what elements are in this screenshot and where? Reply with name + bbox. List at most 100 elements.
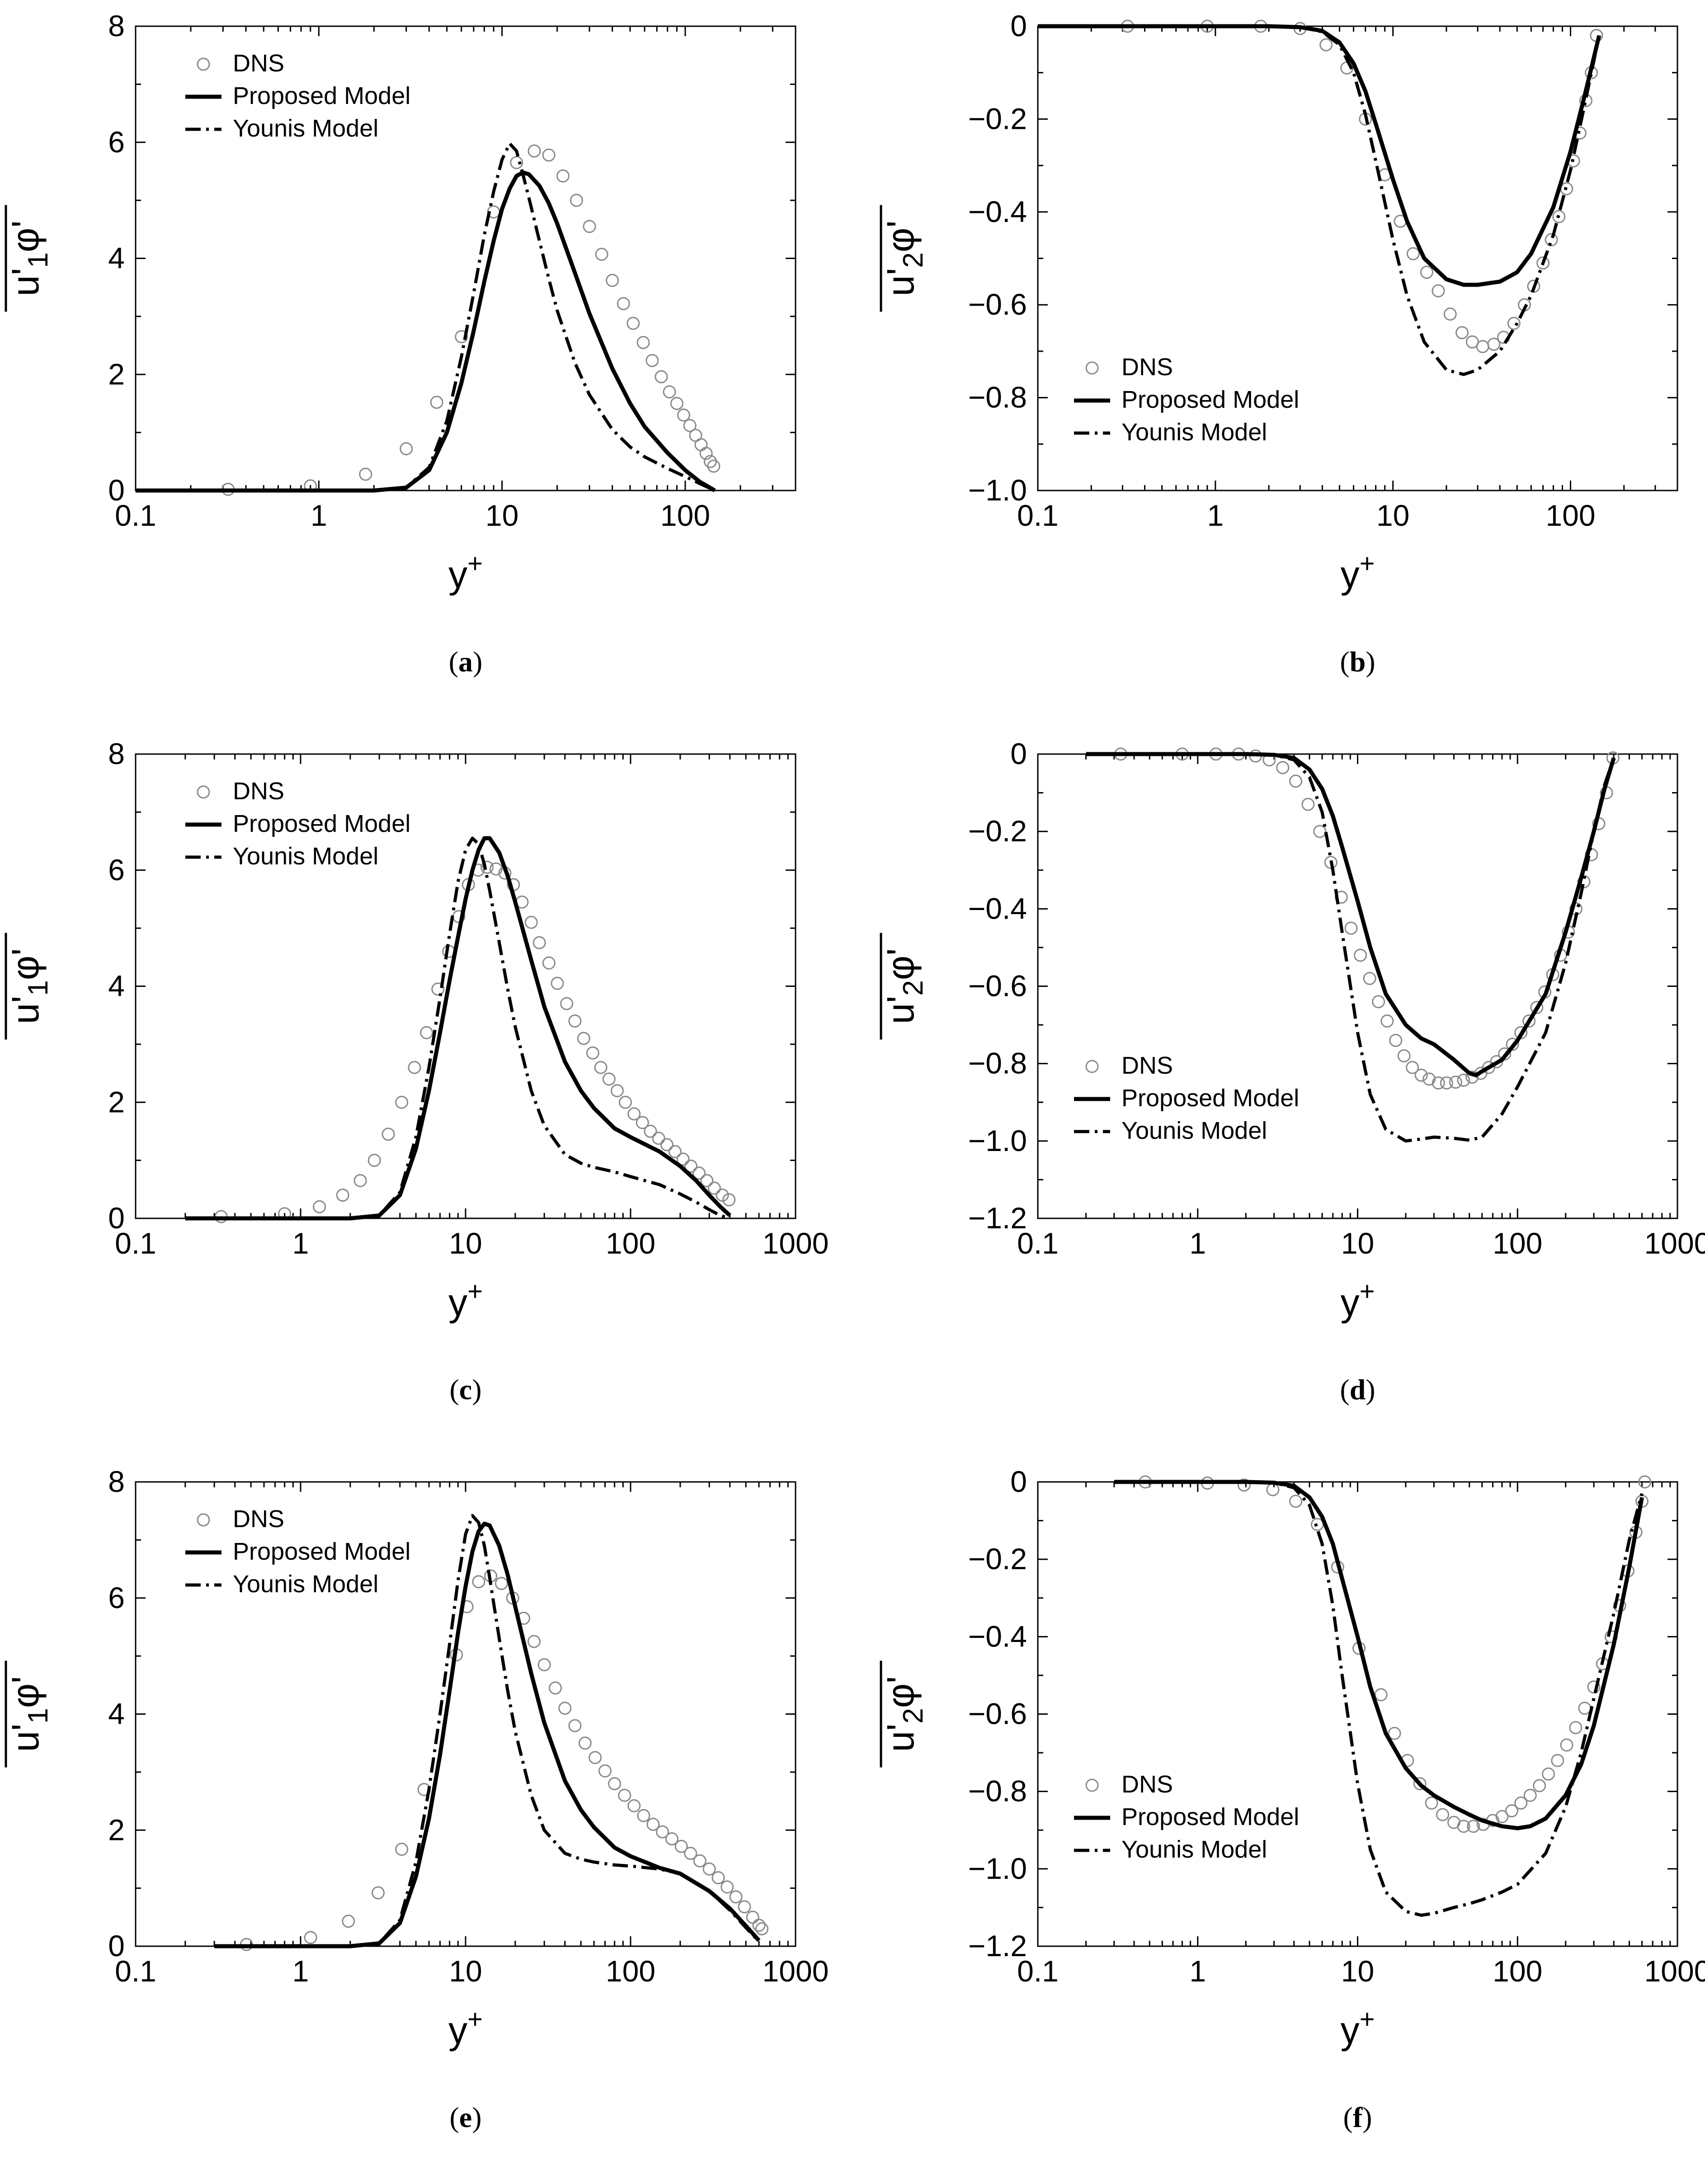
dns-point-e: [755, 1922, 768, 1935]
dns-point-e: [527, 1635, 541, 1648]
dns-point-f: [1436, 1808, 1450, 1821]
dns-point-e: [721, 1880, 734, 1894]
dns-point-f: [1467, 1820, 1480, 1833]
caption-letter-a: a: [458, 646, 473, 678]
y-tick-label-f: −0.6: [968, 1697, 1027, 1731]
y-tick-label-f: 0: [1010, 1465, 1027, 1498]
y-label-phi-e: φ': [4, 1676, 47, 1708]
y-tick-label-d: 0: [1010, 737, 1027, 770]
caption-close-c: ): [472, 1373, 481, 1406]
y-tick-label-e: 6: [108, 1581, 125, 1614]
dns-point-a: [663, 385, 676, 399]
y-tick-label-d: −0.4: [968, 892, 1027, 925]
dns-point-a: [430, 396, 443, 409]
dns-point-f: [1638, 1475, 1652, 1489]
dns-point-a: [677, 408, 690, 422]
chart-panel-f: 0.1 1 10 100 1000 0 −0.2 −0.4 −0.6 −0.8 −1.0 −1.2 y+…: [852, 1456, 1705, 2184]
y-label-phi-a: φ': [4, 221, 47, 253]
dns-point-a: [570, 193, 583, 207]
x-tick-label-b: 1: [1207, 499, 1224, 532]
y-label-sub-b: 2: [898, 252, 929, 268]
legend-proposed-label-e: Proposed Model: [233, 1538, 410, 1565]
dns-point-d: [1289, 774, 1303, 788]
dns-point-e: [608, 1777, 622, 1791]
x-axis-label-sup-c: +: [467, 1277, 483, 1306]
y-tick-label-b: −0.2: [968, 102, 1027, 135]
dns-point-d: [1440, 1076, 1453, 1090]
dns-point-e: [646, 1817, 660, 1831]
y-tick-label-e: 0: [108, 1929, 125, 1962]
panel-caption-d: (d): [1340, 1373, 1375, 1406]
dns-point-c: [668, 1145, 682, 1158]
y-label-u-a: u': [4, 268, 47, 297]
x-tick-label-f: 1: [1189, 1954, 1206, 1988]
dns-point-a: [683, 419, 697, 432]
caption-open-f: (: [1343, 2101, 1353, 2133]
dns-point-f: [1578, 1702, 1592, 1715]
y-tick-label-f: −1.0: [968, 1852, 1027, 1885]
dns-point-e: [684, 1847, 697, 1860]
y-tick-label-f: −1.2: [968, 1929, 1027, 1962]
legend-dns-marker-f: [1085, 1778, 1099, 1792]
dns-point-c: [660, 1138, 674, 1151]
dns-point-a: [528, 144, 541, 158]
dns-point-c: [408, 1061, 421, 1074]
dns-point-c: [568, 1014, 582, 1028]
y-tick-label-a: 8: [108, 9, 125, 42]
dns-point-a: [595, 248, 608, 261]
dns-point-a: [556, 169, 570, 183]
panel-caption-e: (e): [449, 2101, 481, 2133]
x-tick-label-e: 1: [292, 1954, 309, 1988]
x-tick-label-c: 1: [292, 1226, 309, 1260]
caption-open-e: (: [449, 2101, 459, 2133]
y-tick-label-d: −0.6: [968, 969, 1027, 1003]
legend-proposed-label-c: Proposed Model: [233, 810, 410, 837]
chart-f-svg: 0.1 1 10 100 1000 0 −0.2 −0.4 −0.6 −0.8 −1.0 −1.2 y+…: [879, 1465, 1705, 2133]
legend-younis-label-f: Younis Model: [1121, 1836, 1267, 1863]
y-label-u-c: u': [4, 996, 47, 1024]
x-tick-label-b: 10: [1376, 499, 1409, 532]
y-tick-label-c: 4: [108, 969, 125, 1003]
dns-point-a: [542, 148, 556, 162]
dns-point-c: [652, 1132, 665, 1145]
dns-point-c: [313, 1200, 326, 1213]
y-tick-label-b: −0.4: [968, 195, 1027, 228]
dns-point-c: [480, 860, 494, 874]
dns-point-e: [738, 1900, 751, 1914]
dns-point-c: [602, 1072, 616, 1086]
dns-point-f: [1388, 1726, 1401, 1740]
dns-point-d: [1276, 761, 1290, 774]
y-tick-label-d: −0.8: [968, 1047, 1027, 1080]
dns-point-d: [1397, 1049, 1411, 1063]
y-tick-label-d: −0.2: [968, 814, 1027, 848]
dns-point-f: [1505, 1804, 1518, 1817]
x-tick-label-e: 10: [449, 1954, 482, 1988]
panel-caption-c: (c): [449, 1373, 481, 1406]
y-tick-label-d: −1.0: [968, 1124, 1027, 1157]
caption-close-f: ): [1362, 2101, 1372, 2133]
y-tick-label-c: 6: [108, 853, 125, 887]
dns-point-f: [1413, 1777, 1427, 1791]
dns-point-e: [472, 1575, 485, 1589]
caption-letter-f: f: [1353, 2101, 1363, 2133]
dns-point-e: [537, 1658, 551, 1671]
dns-point-c: [594, 1061, 608, 1074]
y-tick-label-f: −0.2: [968, 1542, 1027, 1575]
dns-point-c: [636, 1116, 649, 1129]
legend-younis-label-e: Younis Model: [233, 1571, 378, 1598]
dns-point-e: [655, 1825, 669, 1839]
dns-point-e: [627, 1799, 641, 1812]
legend-dns-label-a: DNS: [233, 50, 284, 77]
x-axis-label-sup-a: +: [467, 549, 483, 578]
y-label-sub-d: 2: [898, 980, 929, 995]
dns-point-e: [674, 1840, 688, 1853]
dns-point-d: [1530, 1001, 1544, 1014]
y-axis-label-b: u'2φ': [879, 205, 929, 312]
y-tick-label-a: 0: [108, 473, 125, 507]
dns-point-d: [1406, 1061, 1419, 1074]
x-tick-label-f: 10: [1341, 1954, 1374, 1988]
y-tick-label-a: 6: [108, 125, 125, 159]
dns-point-c: [489, 862, 503, 876]
dns-point-d: [1344, 921, 1358, 935]
